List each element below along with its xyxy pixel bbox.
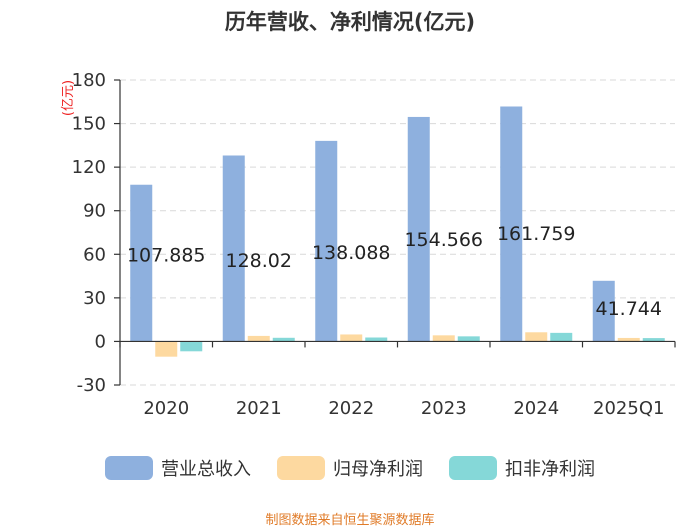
chart-title: 历年营收、净利情况(亿元) — [224, 10, 476, 34]
x-tick-label: 2021 — [236, 398, 282, 419]
x-tick-label: 2024 — [513, 398, 559, 419]
bar — [500, 106, 523, 342]
axes: -30 0 30 60 90 120 150 180(亿元) 2020 2021 2022 2023 2… — [61, 70, 676, 419]
y-tick-label: 120 — [72, 157, 106, 178]
y-axis-label: (亿元) — [61, 80, 76, 116]
x-tick-label: 2020 — [143, 398, 189, 419]
x-tick-label: 2023 — [421, 398, 467, 419]
bar — [550, 332, 573, 342]
bar — [247, 335, 270, 342]
y-tick-label: -30 — [77, 375, 106, 396]
legend-item[interactable]: 扣非净利润 — [449, 455, 595, 481]
bars — [130, 106, 665, 357]
bar — [457, 336, 480, 342]
bar — [315, 140, 338, 342]
data-label: 128.02 — [226, 250, 292, 272]
data-label: 107.885 — [127, 245, 206, 267]
bar — [407, 116, 430, 342]
legend-label: 营业总收入 — [161, 459, 251, 480]
grid — [120, 79, 675, 386]
data-label: 154.566 — [404, 229, 483, 251]
legend-item[interactable]: 营业总收入 — [105, 455, 251, 481]
legend-swatch — [277, 456, 325, 480]
bar — [272, 337, 295, 342]
source-note: 制图数据来自恒生聚源数据库 — [265, 513, 435, 528]
bar — [180, 341, 203, 352]
bar — [130, 184, 153, 342]
bar — [617, 337, 640, 342]
y-tick-label: 30 — [83, 288, 106, 309]
bar — [365, 337, 388, 342]
bar — [432, 335, 455, 342]
data-label: 138.088 — [312, 242, 391, 264]
bar — [642, 338, 665, 342]
bar — [592, 280, 615, 342]
legend-item[interactable]: 归母净利润 — [277, 455, 423, 481]
legend-swatch — [449, 456, 497, 480]
bar — [222, 155, 245, 342]
y-tick-label: 150 — [72, 114, 106, 135]
y-tick-label: 60 — [83, 244, 106, 265]
y-tick-label: 0 — [95, 331, 106, 352]
x-tick-label: 2025Q1 — [593, 398, 664, 419]
y-tick-label: 180 — [72, 70, 106, 91]
bar — [155, 341, 178, 357]
legend-label: 扣非净利润 — [505, 459, 595, 480]
data-label: 41.744 — [596, 298, 662, 320]
legend: 营业总收入 归母净利润 扣非净利润 — [0, 455, 700, 481]
bar — [525, 332, 548, 342]
data-label: 161.759 — [497, 223, 576, 245]
bar — [340, 334, 363, 342]
legend-swatch — [105, 456, 153, 480]
data-labels: 107.885 128.02 138.088 154.566 161.759 41.744 — [127, 223, 662, 320]
legend-label: 归母净利润 — [333, 459, 423, 480]
y-tick-label: 90 — [83, 201, 106, 222]
x-tick-label: 2022 — [328, 398, 374, 419]
